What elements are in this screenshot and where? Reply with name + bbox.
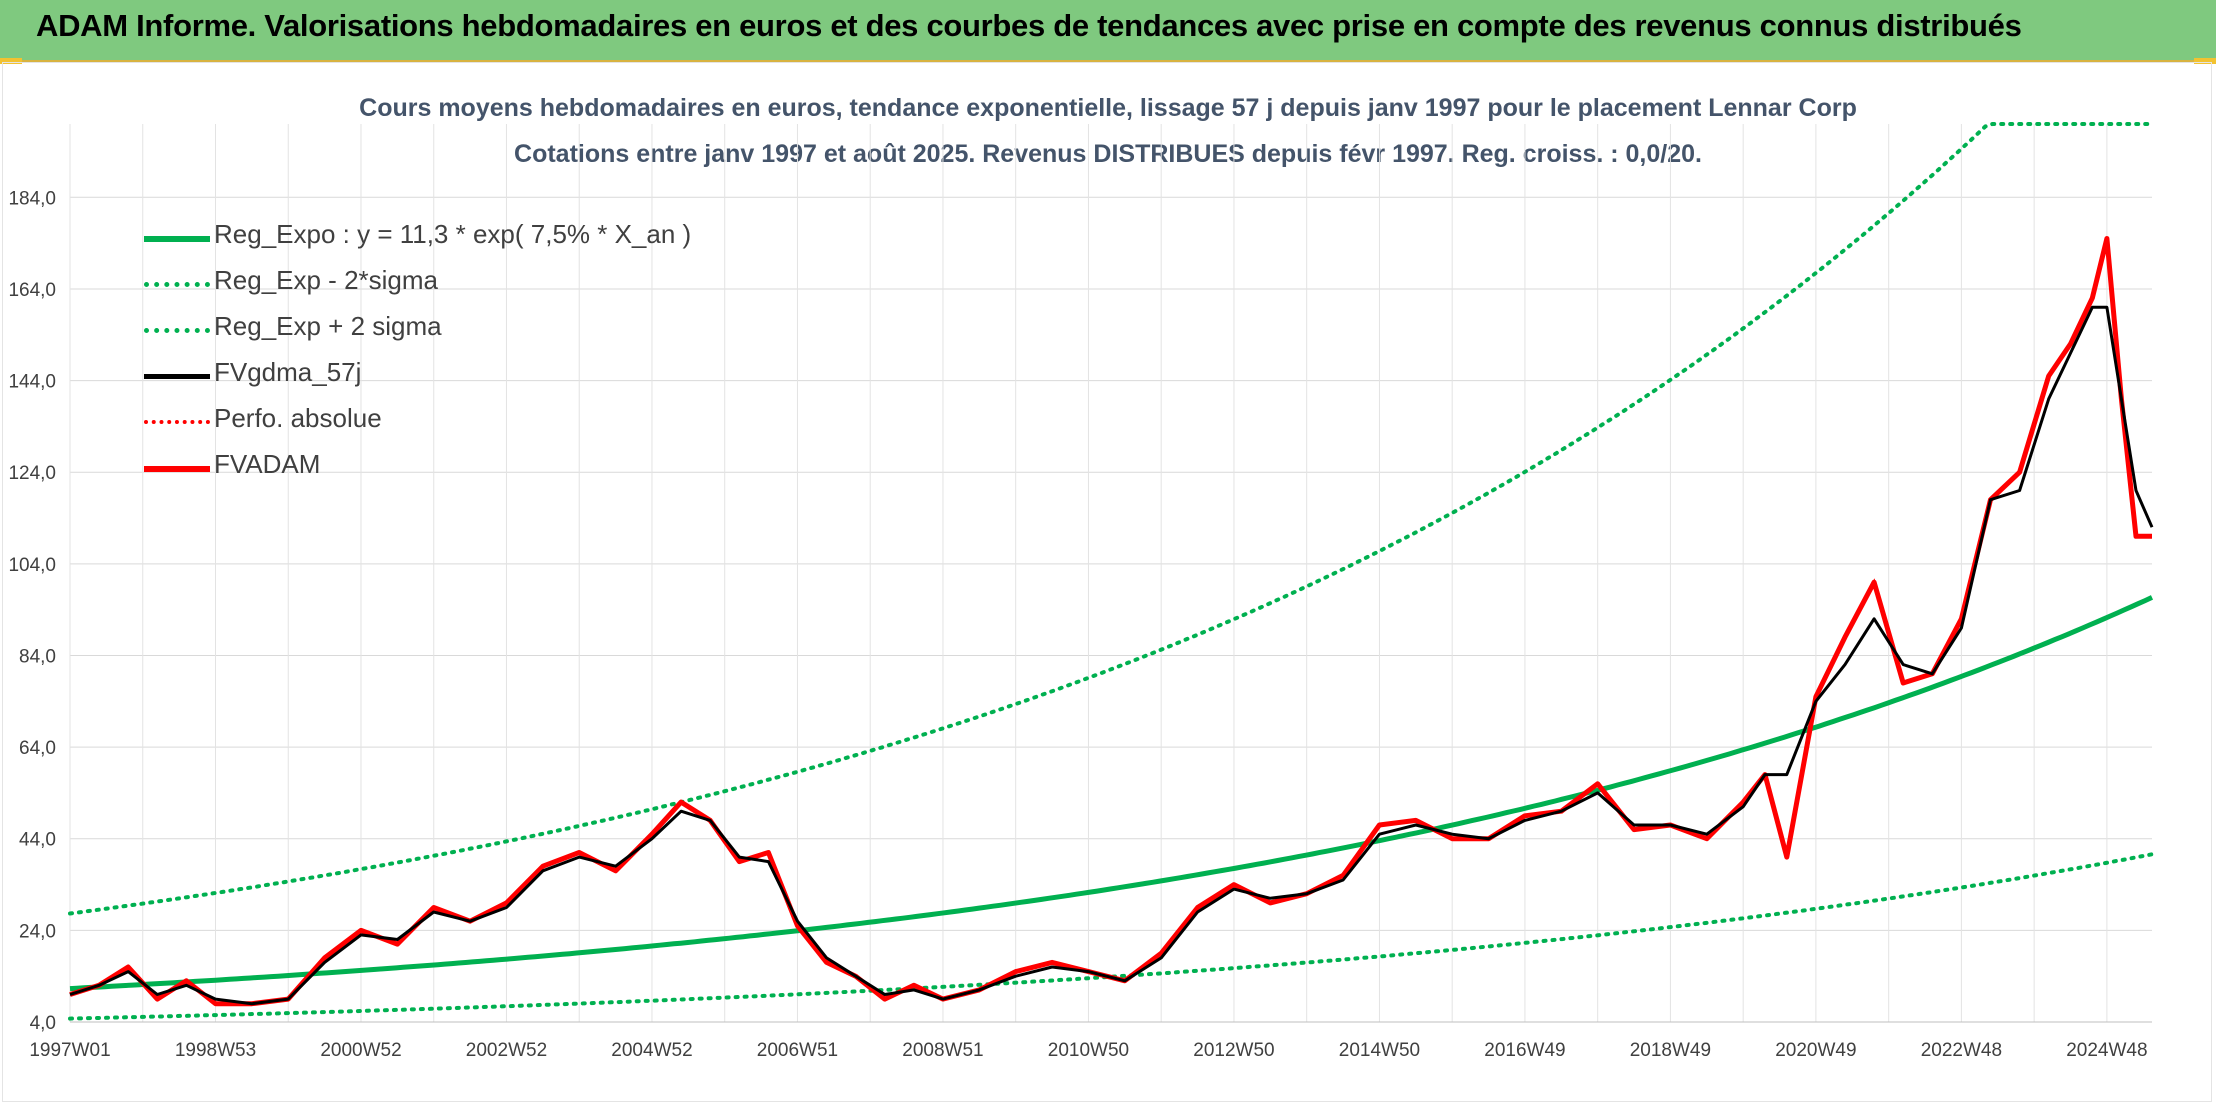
legend-label-reg-exp-minus: Reg_Exp - 2*sigma: [214, 265, 438, 295]
legend-swatch-fvgdma: [144, 374, 210, 379]
series-fvgdma-57j: [69, 305, 2154, 1006]
report-title: ADAM Informe. Valorisations hebdomadaire…: [36, 8, 2022, 43]
series-perfo-absolue: [69, 238, 2152, 1006]
x-tick-label: 2002W52: [466, 1040, 547, 1061]
y-tick-label: 184,0: [8, 188, 56, 209]
y-tick-label: 64,0: [19, 738, 56, 759]
x-tick-label: 2020W49: [1775, 1040, 1856, 1061]
chart-frame: [2, 62, 2212, 1102]
legend-swatch-reg-exp-plus: [144, 328, 210, 333]
x-tick-label: 2004W52: [611, 1040, 692, 1061]
x-tick-label: 2010W50: [1048, 1040, 1129, 1061]
legend-swatch-reg-expo: [144, 236, 210, 242]
legend-label-reg-exp-plus: Reg_Exp + 2 sigma: [214, 311, 442, 341]
x-tick-label: 2008W51: [902, 1040, 983, 1061]
legend-label-perfo-absolue: Perfo. absolue: [214, 403, 382, 433]
x-tick-label: 2000W52: [320, 1040, 401, 1061]
x-tick-label: 2014W50: [1339, 1040, 1420, 1061]
x-tick-label: 1998W53: [175, 1040, 256, 1061]
y-tick-label: 164,0: [8, 280, 56, 301]
chart-title: Cours moyens hebdomadaires en euros, ten…: [359, 94, 1857, 122]
x-tick-label: 2016W49: [1484, 1040, 1565, 1061]
legend-label-fvgdma: FVgdma_57j: [214, 357, 362, 387]
x-tick-label: 2006W51: [757, 1040, 838, 1061]
x-tick-label: 2018W49: [1630, 1040, 1711, 1061]
y-tick-label: 124,0: [8, 463, 56, 484]
x-tick-label: 2022W48: [1921, 1040, 2002, 1061]
x-tick-label: 2024W48: [2066, 1040, 2147, 1061]
y-tick-label: 4,0: [30, 1013, 56, 1034]
legend-label-reg-expo: Reg_Expo : y = 11,3 * exp( 7,5% * X_an ): [214, 219, 692, 249]
chart-subtitle: Cotations entre janv 1997 et août 2025. …: [514, 140, 1702, 168]
y-tick-label: 24,0: [19, 921, 56, 942]
x-tick-label: 2012W50: [1193, 1040, 1274, 1061]
legend-label-fvadam: FVADAM: [214, 449, 321, 479]
legend-swatch-reg-exp-minus: [144, 282, 210, 287]
legend-swatch-fvadam: [144, 466, 210, 472]
banner-corner-right: [2194, 58, 2216, 64]
report-banner: ADAM Informe. Valorisations hebdomadaire…: [0, 0, 2216, 62]
x-tick-label: 1997W01: [29, 1040, 110, 1061]
y-tick-label: 104,0: [8, 555, 56, 576]
legend-swatch-perfo-absolue: [144, 420, 210, 424]
y-tick-label: 144,0: [8, 372, 56, 393]
series-reg-exp-minus-2sigma: [68, 852, 2154, 1021]
y-tick-label: 44,0: [19, 830, 56, 851]
banner-corner-left: [0, 58, 22, 64]
y-tick-label: 84,0: [19, 646, 56, 667]
series-reg-exp-plus-2sigma: [68, 122, 2154, 916]
